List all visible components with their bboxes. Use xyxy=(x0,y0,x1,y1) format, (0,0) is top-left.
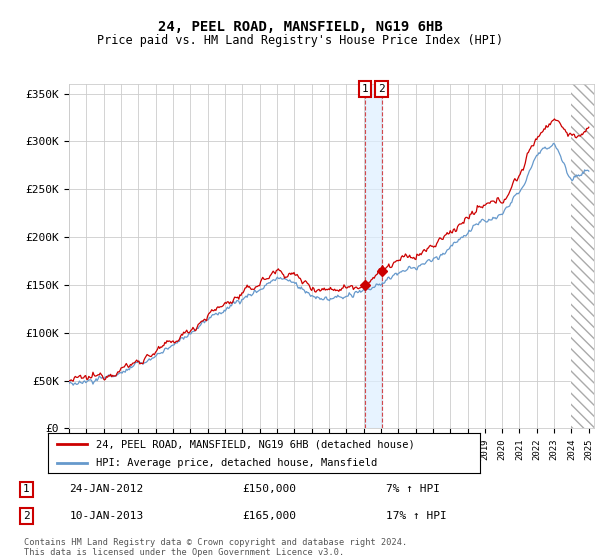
Text: 7% ↑ HPI: 7% ↑ HPI xyxy=(386,484,440,494)
Bar xyxy=(571,84,598,428)
Text: 24, PEEL ROAD, MANSFIELD, NG19 6HB (detached house): 24, PEEL ROAD, MANSFIELD, NG19 6HB (deta… xyxy=(95,439,414,449)
Text: 2: 2 xyxy=(378,84,385,94)
Text: 10-JAN-2013: 10-JAN-2013 xyxy=(70,511,144,521)
Text: £150,000: £150,000 xyxy=(242,484,296,494)
Text: 1: 1 xyxy=(23,484,30,494)
Bar xyxy=(571,84,598,428)
Text: 2: 2 xyxy=(23,511,30,521)
Text: HPI: Average price, detached house, Mansfield: HPI: Average price, detached house, Mans… xyxy=(95,458,377,468)
Text: Contains HM Land Registry data © Crown copyright and database right 2024.
This d: Contains HM Land Registry data © Crown c… xyxy=(24,538,407,557)
Text: 1: 1 xyxy=(361,84,368,94)
Text: Price paid vs. HM Land Registry's House Price Index (HPI): Price paid vs. HM Land Registry's House … xyxy=(97,34,503,46)
Bar xyxy=(365,84,382,428)
Text: 24-JAN-2012: 24-JAN-2012 xyxy=(70,484,144,494)
Text: £165,000: £165,000 xyxy=(242,511,296,521)
Text: 17% ↑ HPI: 17% ↑ HPI xyxy=(386,511,447,521)
Text: 24, PEEL ROAD, MANSFIELD, NG19 6HB: 24, PEEL ROAD, MANSFIELD, NG19 6HB xyxy=(158,20,442,34)
